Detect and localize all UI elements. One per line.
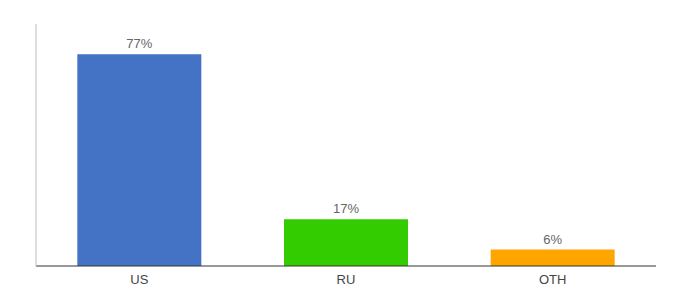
- bar: [77, 54, 201, 266]
- bar: [284, 219, 408, 266]
- x-tick-label: OTH: [539, 272, 566, 287]
- chart-container: US RU OTH 77% 17% 6%: [0, 0, 680, 300]
- bar: [491, 250, 615, 267]
- x-tick-label: RU: [337, 272, 356, 287]
- y-axis-line: [36, 24, 37, 266]
- plot-area: [77, 54, 614, 266]
- data-label: 17%: [333, 201, 359, 216]
- chart-svg: US RU OTH 77% 17% 6%: [0, 0, 680, 300]
- data-label: 77%: [126, 36, 152, 51]
- x-tick-label: US: [130, 272, 148, 287]
- data-label: 6%: [543, 232, 562, 247]
- x-axis-line: [36, 266, 656, 267]
